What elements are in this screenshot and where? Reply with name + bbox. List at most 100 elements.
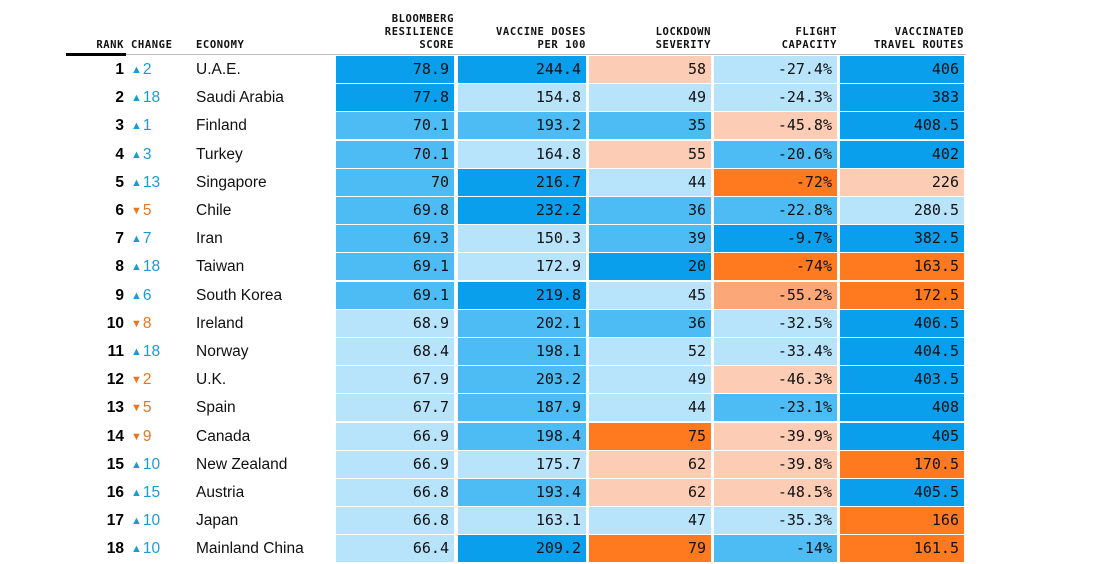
flight-capacity-cell: -23.1% bbox=[714, 394, 837, 422]
economy-cell: New Zealand bbox=[196, 455, 288, 473]
triangle-up-icon: ▲ bbox=[131, 233, 142, 246]
economy-cell: Spain bbox=[196, 399, 236, 417]
change-value: 9 bbox=[142, 427, 152, 445]
rank-cell: 10 bbox=[106, 314, 124, 332]
change-cell: ▼2 bbox=[131, 366, 191, 393]
change-value: 8 bbox=[142, 314, 152, 332]
rank-cell: 16 bbox=[106, 484, 124, 501]
triangle-up-icon: ▲ bbox=[131, 92, 142, 105]
change-cell: ▲18 bbox=[131, 84, 191, 111]
economy-cell: U.A.E. bbox=[196, 61, 241, 78]
vaccinated-travel-routes-cell: 405 bbox=[840, 422, 964, 450]
lockdown-severity-cell: 79 bbox=[589, 535, 711, 563]
lockdown-severity-cell: 58 bbox=[589, 56, 711, 83]
rank-cell: 14 bbox=[106, 427, 124, 445]
vaccinated-travel-routes-cell: 170.5 bbox=[840, 450, 964, 478]
vaccinated-travel-routes-cell: 404.5 bbox=[840, 338, 964, 365]
table-row: 5 ▲13 Singapore 70 216.7 44 -72% 226 bbox=[0, 168, 1113, 197]
rank-cell: 7 bbox=[115, 230, 124, 248]
economy-cell: Canada bbox=[196, 427, 251, 445]
header-lockdown-severity: LOCKDOWN SEVERITY bbox=[655, 26, 711, 51]
change-cell: ▲13 bbox=[131, 169, 191, 196]
resilience-score-cell: 67.7 bbox=[336, 394, 454, 422]
economy-cell: Turkey bbox=[196, 145, 243, 163]
table-row: 2 ▲18 Saudi Arabia 77.8 154.8 49 -24.3% 383 bbox=[0, 84, 1113, 112]
triangle-down-icon: ▼ bbox=[131, 374, 142, 387]
rank-cell: 4 bbox=[115, 145, 124, 163]
change-value: 10 bbox=[142, 455, 161, 473]
lockdown-severity-cell: 36 bbox=[589, 197, 711, 224]
table-row: 1 ▲2 U.A.E. 78.9 244.4 58 -27.4% 406 bbox=[0, 56, 1113, 84]
flight-capacity-cell: -9.7% bbox=[714, 225, 837, 253]
resilience-score-cell: 66.4 bbox=[336, 535, 454, 563]
triangle-down-icon: ▼ bbox=[131, 205, 142, 217]
vaccine-doses-cell: 202.1 bbox=[458, 309, 586, 337]
resilience-score-cell: 69.1 bbox=[336, 281, 454, 309]
table-row: 13 ▼5 Spain 67.7 187.9 44 -23.1% 408 bbox=[0, 394, 1113, 422]
flight-capacity-cell: -46.3% bbox=[714, 366, 837, 394]
resilience-score-cell: 68.9 bbox=[336, 309, 454, 337]
vaccinated-travel-routes-cell: 402 bbox=[840, 140, 964, 168]
resilience-score-cell: 66.8 bbox=[336, 507, 454, 535]
table-row: 14 ▼9 Canada 66.9 198.4 75 -39.9% 405 bbox=[0, 422, 1113, 451]
header-vaccine-doses: VACCINE DOSES PER 100 bbox=[496, 26, 586, 51]
change-cell: ▼5 bbox=[131, 394, 191, 421]
vaccine-doses-cell: 172.9 bbox=[458, 253, 586, 281]
rank-cell: 5 bbox=[115, 173, 124, 191]
vaccinated-travel-routes-cell: 406 bbox=[840, 56, 964, 83]
change-value: 2 bbox=[142, 371, 152, 389]
change-value: 18 bbox=[142, 89, 161, 107]
change-value: 13 bbox=[142, 173, 161, 191]
resilience-score-cell: 78.9 bbox=[336, 56, 454, 83]
change-cell: ▲10 bbox=[131, 535, 191, 562]
change-value: 18 bbox=[142, 258, 161, 276]
lockdown-severity-cell: 52 bbox=[589, 338, 711, 365]
resilience-score-cell: 70.1 bbox=[336, 112, 454, 140]
change-cell: ▼9 bbox=[131, 423, 191, 450]
table-row: 4 ▲3 Turkey 70.1 164.8 55 -20.6% 402 bbox=[0, 140, 1113, 169]
rank-cell: 13 bbox=[106, 399, 124, 417]
vaccine-doses-cell: 187.9 bbox=[458, 394, 586, 422]
lockdown-severity-cell: 45 bbox=[589, 281, 711, 309]
change-cell: ▲7 bbox=[131, 225, 191, 252]
resilience-score-cell: 69.1 bbox=[336, 253, 454, 281]
economy-cell: Austria bbox=[196, 484, 245, 501]
table-row: 6 ▼5 Chile 69.8 232.2 36 -22.8% 280.5 bbox=[0, 197, 1113, 225]
change-value: 6 bbox=[142, 286, 152, 304]
lockdown-severity-cell: 55 bbox=[589, 140, 711, 168]
flight-capacity-cell: -24.3% bbox=[714, 84, 837, 112]
resilience-score-cell: 77.8 bbox=[336, 84, 454, 112]
lockdown-severity-cell: 62 bbox=[589, 450, 711, 478]
header-flight-capacity: FLIGHT CAPACITY bbox=[781, 26, 837, 51]
vaccine-doses-cell: 198.4 bbox=[458, 422, 586, 450]
table-row: 17 ▲10 Japan 66.8 163.1 47 -35.3% 166 bbox=[0, 507, 1113, 535]
resilience-score-cell: 66.9 bbox=[336, 450, 454, 478]
rank-cell: 8 bbox=[115, 258, 124, 276]
flight-capacity-cell: -74% bbox=[714, 253, 837, 281]
vaccine-doses-cell: 150.3 bbox=[458, 225, 586, 253]
vaccine-doses-cell: 175.7 bbox=[458, 450, 586, 478]
flight-capacity-cell: -72% bbox=[714, 168, 837, 196]
resilience-score-cell: 68.4 bbox=[336, 338, 454, 365]
table-row: 3 ▲1 Finland 70.1 193.2 35 -45.8% 408.5 bbox=[0, 112, 1113, 140]
triangle-up-icon: ▲ bbox=[131, 289, 142, 302]
vaccine-doses-cell: 164.8 bbox=[458, 140, 586, 168]
lockdown-severity-cell: 49 bbox=[589, 84, 711, 112]
triangle-up-icon: ▲ bbox=[131, 120, 142, 133]
economy-cell: South Korea bbox=[196, 286, 283, 304]
economy-cell: Finland bbox=[196, 117, 247, 135]
flight-capacity-cell: -39.8% bbox=[714, 450, 837, 478]
rank-cell: 6 bbox=[115, 202, 124, 219]
table-row: 15 ▲10 New Zealand 66.9 175.7 62 -39.8% 170.5 bbox=[0, 450, 1113, 479]
economy-cell: Taiwan bbox=[196, 258, 245, 276]
rank-cell: 12 bbox=[106, 371, 124, 389]
triangle-up-icon: ▲ bbox=[131, 148, 142, 161]
change-cell: ▲3 bbox=[131, 141, 191, 168]
vaccine-doses-cell: 193.4 bbox=[458, 479, 586, 506]
triangle-down-icon: ▼ bbox=[131, 430, 142, 443]
economy-cell: Norway bbox=[196, 343, 249, 360]
flight-capacity-cell: -14% bbox=[714, 535, 837, 563]
table-row: 7 ▲7 Iran 69.3 150.3 39 -9.7% 382.5 bbox=[0, 225, 1113, 253]
header-vaccinated-travel-routes: VACCINATED TRAVEL ROUTES bbox=[874, 26, 964, 51]
vaccinated-travel-routes-cell: 172.5 bbox=[840, 281, 964, 309]
